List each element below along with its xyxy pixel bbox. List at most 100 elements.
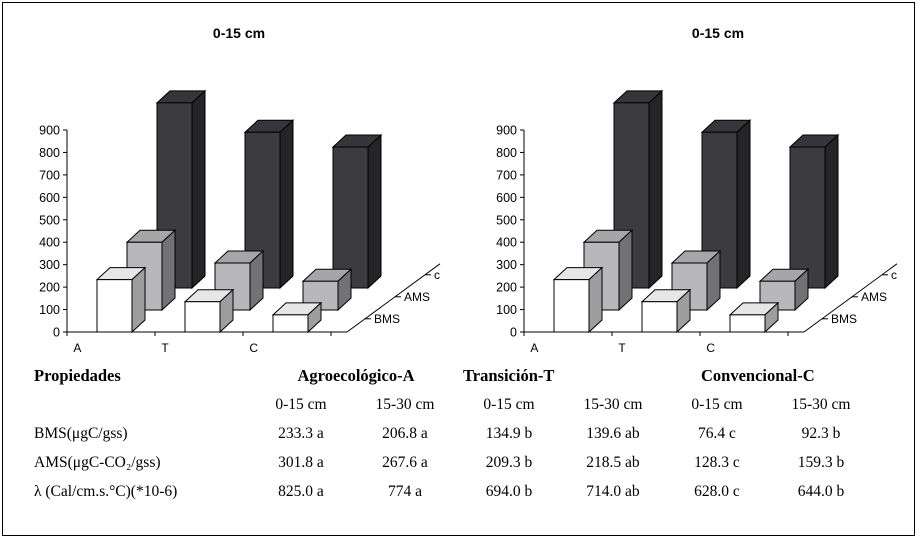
y-tick-label: 200 <box>39 281 60 295</box>
table-depth-row: 0-15 cm 15-30 cm 0-15 cm 15-30 cm 0-15 c… <box>34 390 873 419</box>
depth-label: AMS <box>861 290 887 304</box>
bar-side-face <box>588 266 603 334</box>
bar-front-face <box>272 314 309 333</box>
table-cell: 714.0 ab <box>586 482 640 500</box>
y-tick-label: 400 <box>496 236 517 250</box>
header-convencional: Convencional-C <box>701 365 815 385</box>
bar-side-face <box>824 133 839 290</box>
bar-side-face <box>279 119 294 290</box>
row-label: AMS(μgC-CO₂/gss) <box>34 453 161 471</box>
row-label: BMS(μgC/gss) <box>34 424 128 442</box>
row-label: λ (Cal/cm.s.°C)(*10-6) <box>34 482 178 500</box>
y-tick-label: 800 <box>496 146 517 160</box>
x-category-label: A <box>73 341 81 355</box>
y-tick-label: 100 <box>496 303 517 317</box>
bar-side-face <box>367 133 382 290</box>
depth-row-label <box>34 390 249 419</box>
y-tick-label: 700 <box>496 168 517 182</box>
depth-cell: 0-15 cm <box>691 395 743 413</box>
depth-cell: 0-15 cm <box>275 395 327 413</box>
bar-bms-a <box>552 266 604 334</box>
x-category-label: A <box>530 341 538 355</box>
bar-ams-c <box>301 268 353 312</box>
y-tick-label: 400 <box>39 236 60 250</box>
x-category-label: T <box>618 341 626 355</box>
depth-label: c <box>434 268 440 282</box>
chart-title-left: 0-15 cm <box>212 25 266 41</box>
table-cell: 218.5 ab <box>586 453 640 471</box>
table-cell: 159.3 b <box>797 453 845 471</box>
table-cell: 139.6 ab <box>586 424 640 442</box>
table-header-row: Propiedades Agroecológico-A Transición-T… <box>34 361 873 390</box>
table-cell: 134.9 b <box>485 424 533 442</box>
bar-side-face <box>736 119 751 290</box>
y-tick-label: 700 <box>39 168 60 182</box>
table-cell: 128.3 c <box>694 453 740 471</box>
depth-label: AMS <box>404 290 430 304</box>
y-tick-label: 300 <box>496 258 517 272</box>
chart-title-right: 0-15 cm <box>691 25 745 41</box>
depth-label: BMS <box>374 312 400 326</box>
table-row-ams: AMS(μgC-CO₂/gss) 301.8 a 267.6 a 209.3 b… <box>34 448 873 477</box>
x-category-label: C <box>249 341 258 355</box>
y-tick-label: 600 <box>496 191 517 205</box>
bar-side-face <box>648 89 663 290</box>
y-tick-label: 200 <box>496 281 517 295</box>
bar-side-face <box>191 89 206 290</box>
bar-ams-t <box>670 249 722 312</box>
table-cell: 206.8 a <box>382 424 428 442</box>
table-cell: 644.0 b <box>797 482 845 500</box>
bar-front-face <box>789 146 826 289</box>
x-category-label: T <box>161 341 169 355</box>
table-cell: 76.4 c <box>698 424 736 442</box>
table-row-bms: BMS(μgC/gss) 233.3 a 206.8 a 134.9 b 139… <box>34 419 873 448</box>
bar-front-face <box>332 146 369 289</box>
bar-side-face <box>131 266 146 334</box>
depth-cell: 0-15 cm <box>483 395 535 413</box>
properties-table: Propiedades Agroecológico-A Transición-T… <box>34 361 873 506</box>
depth-axis <box>803 263 898 333</box>
depth-cell: 15-30 cm <box>583 395 643 413</box>
table-cell: 825.0 a <box>278 482 324 500</box>
depth-axis <box>346 263 441 333</box>
bar-front-face <box>184 301 221 333</box>
table-cell: 233.3 a <box>278 424 324 442</box>
table-cell: 628.0 c <box>694 482 740 500</box>
bar-front-face <box>96 279 133 333</box>
bar-side-face <box>161 229 176 312</box>
y-tick-label: 100 <box>39 303 60 317</box>
y-tick-label: 900 <box>39 124 60 138</box>
table-row-lambda: λ (Cal/cm.s.°C)(*10-6) 825.0 a 774 a 694… <box>34 477 873 506</box>
table-cell: 92.3 b <box>801 424 841 442</box>
bar-front-face <box>641 301 678 333</box>
bar-bms-t <box>640 288 692 334</box>
bar-chart-3d-left: 0 100 200 300 400 500 600 700 800 900 BMS AMS c A T C <box>39 89 441 355</box>
y-tick-label: 300 <box>39 258 60 272</box>
y-tick-label: 600 <box>39 191 60 205</box>
depth-cell: 15-30 cm <box>791 395 851 413</box>
depth-cell: 15-30 cm <box>375 395 435 413</box>
bar-bms-c <box>728 301 780 334</box>
header-propiedades: Propiedades <box>34 365 121 385</box>
bar-side-face <box>618 229 633 312</box>
bar-bms-a <box>95 266 147 334</box>
table-cell: 774 a <box>387 482 422 500</box>
bar-chart-3d-right: 0 100 200 300 400 500 600 700 800 900 BMS AMS c A T C <box>496 89 898 355</box>
y-tick-label: 0 <box>53 326 60 340</box>
header-agroecologico: Agroecológico-A <box>297 365 415 385</box>
header-transicion: Transición-T <box>463 365 555 385</box>
y-tick-label: 0 <box>510 326 517 340</box>
bar-front-face <box>553 279 590 333</box>
bar-bms-c <box>271 301 323 334</box>
table-cell: 301.8 a <box>278 453 324 471</box>
x-category-label: C <box>706 341 715 355</box>
table-cell: 694.0 b <box>485 482 533 500</box>
bar-c-c <box>788 133 840 290</box>
bar-bms-t <box>183 288 235 334</box>
y-tick-label: 500 <box>496 213 517 227</box>
bar-c-c <box>331 133 383 290</box>
table-cell: 209.3 b <box>485 453 533 471</box>
depth-label: c <box>891 268 897 282</box>
bar-front-face <box>729 314 766 333</box>
y-tick-label: 900 <box>496 124 517 138</box>
